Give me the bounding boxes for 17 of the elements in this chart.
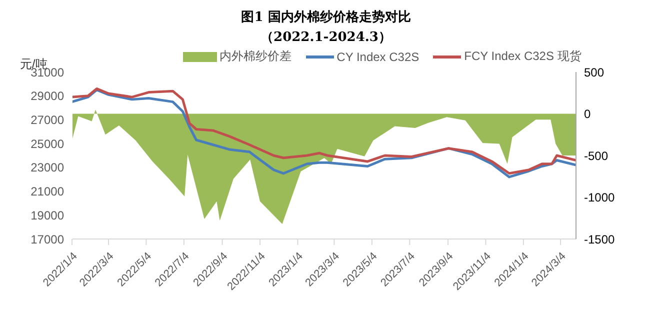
y2-tick-label: 500 <box>584 65 604 80</box>
y-tick-label: 23000 <box>30 160 64 175</box>
y-tick-label: 19000 <box>30 208 64 222</box>
y-tick-label: 29000 <box>30 89 64 104</box>
y-tick-label: 27000 <box>30 112 64 127</box>
y2-tick-label: 0 <box>584 107 591 122</box>
y2-tick-label: -1000 <box>584 190 616 205</box>
legend-label: FCY Index C32S 现货 <box>464 48 582 65</box>
legend-label: CY Index C32S <box>336 50 420 64</box>
y2-tick-label: -500 <box>584 148 608 163</box>
chart-subtitle: （2022.1-2024.3） <box>260 29 392 46</box>
y-tick-label: 21000 <box>30 184 64 199</box>
legend-label: 内外棉纱价差 <box>220 48 292 65</box>
y-tick-label: 25000 <box>30 136 64 151</box>
y2-tick-label: -1500 <box>584 232 616 246</box>
y-tick-label: 17000 <box>30 232 64 246</box>
chart-title: 图1 国内外棉纱价格走势对比 <box>240 9 412 26</box>
